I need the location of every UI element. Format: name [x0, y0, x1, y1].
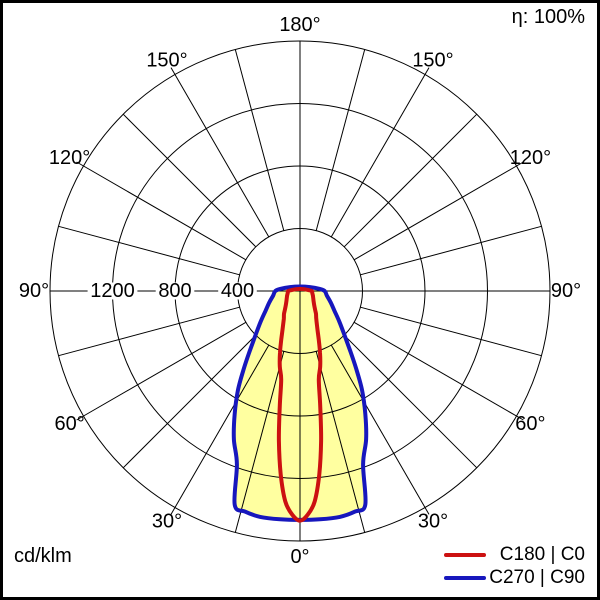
grid-spoke [343, 113, 478, 248]
angle-label-30-right: 30° [418, 510, 448, 532]
unit-label: cd/klm [14, 545, 72, 567]
ring-label-bg [218, 282, 257, 300]
legend-row-c180-c0: C180 | C0 [444, 544, 585, 566]
angle-label-120-left: 120° [49, 147, 90, 169]
angle-label-0: 0° [290, 546, 309, 568]
grid-spoke [315, 351, 366, 533]
angle-label-60-left: 60° [54, 413, 84, 435]
ring-labels: 1200 800 400 [87, 280, 257, 302]
angle-label-120-right: 120° [510, 147, 551, 169]
grid-spoke [315, 49, 366, 231]
angle-label-150-right: 150° [412, 50, 453, 72]
grid-spoke [170, 67, 270, 238]
ring-label-bg [155, 282, 195, 300]
legend-label-c180-c0: C180 | C0 [499, 544, 585, 565]
angle-label-60-right: 60° [515, 413, 545, 435]
angle-label-180: 180° [279, 14, 320, 36]
legend: C180 | C0 C270 | C90 [444, 544, 585, 590]
ring-label-1200: 1200 [90, 280, 135, 302]
ring-label-800: 800 [158, 280, 191, 302]
legend-row-c270-c90: C270 | C90 [444, 567, 585, 589]
legend-label-c270-c90: C270 | C90 [489, 567, 585, 588]
curve-c270-c90 [231, 284, 369, 522]
grid-spoke [353, 161, 524, 261]
angle-label-90-right: 90° [551, 280, 581, 302]
grid-spoke [76, 321, 247, 421]
ring-label-400: 400 [221, 280, 254, 302]
grid-spoke [330, 67, 430, 238]
grid-spoke [234, 49, 285, 231]
grid-spoke [353, 321, 524, 421]
grid-spoke [330, 344, 430, 515]
grid-spoke [122, 334, 257, 469]
angle-labels: 0° 30° 30° 60° 60° 90° 90° 120° 120° 150° 150° 180° [19, 14, 581, 568]
grid-spoke [170, 344, 270, 515]
ring-label-bg [87, 282, 138, 300]
grid-spoke [360, 306, 542, 357]
grid-spoke [76, 161, 247, 261]
angle-label-150-left: 150° [146, 50, 187, 72]
angle-label-30-left: 30° [152, 510, 182, 532]
grid-spoke [122, 113, 257, 248]
grid-spoke [58, 225, 240, 276]
angle-label-90-left: 90° [19, 280, 49, 302]
grid-spoke [360, 225, 542, 276]
efficiency-label: η: 100% [511, 6, 585, 28]
c180-c0-line-swatch [444, 553, 486, 557]
grid-spoke [58, 306, 240, 357]
grid-spoke [343, 334, 478, 469]
grid-spoke [234, 351, 285, 533]
curve-c180-c0 [276, 286, 324, 523]
polar-grid [49, 40, 551, 542]
c270-c90-line-swatch [444, 576, 486, 580]
